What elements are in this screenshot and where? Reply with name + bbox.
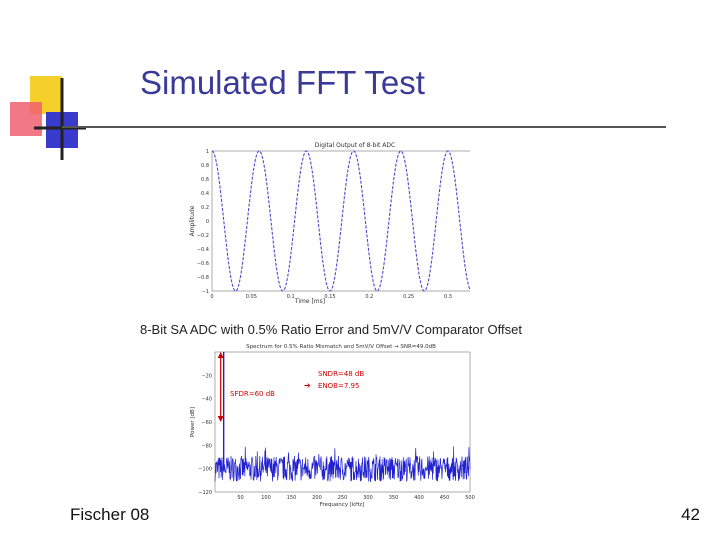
time-chart-sine-line [211,150,470,292]
time-chart-ytick-label: −0.2 [197,233,209,239]
logo-red-square [10,102,42,136]
enob-annotation: ENOB=7.95 [318,382,359,390]
footer-author: Fischer 08 [70,505,150,524]
time-chart-xtick-label: 0.2 [365,294,373,300]
spectrum-ytick-label: −80 [201,443,212,449]
time-chart-ytick-label: 1 [206,149,209,155]
time-chart-ytick-label: 0.4 [201,191,209,197]
spectrum-xtick-label: 450 [440,495,450,501]
spectrum-noise-line [214,446,471,483]
spectrum-ytick-label: −100 [198,467,212,473]
spectrum-ytick-label: −120 [198,490,212,496]
spectrum-xlabel: Frequency [kHz] [320,502,365,508]
time-chart-ytick-label: −0.4 [197,247,209,253]
time-chart-ytick-label: 0.8 [201,163,209,169]
time-chart-title: Digital Output of 8-bit ADC [315,142,395,149]
time-domain-chart: Digital Output of 8-bit ADC 1 0.8 0.6 0.4 0.… [189,142,470,305]
spectrum-chart: Spectrum for 0.5% Ratio Mismatch and 5mV… [190,344,475,508]
spectrum-xtick-label: 300 [363,495,373,501]
spectrum-chart-title: Spectrum for 0.5% Ratio Mismatch and 5mV… [246,344,436,350]
spectrum-ytick-label: −20 [201,373,212,379]
logo-graphic [10,76,86,160]
sfdr-annotation: SFDR=60 dB [230,390,275,398]
time-chart-xtick-label: 0.1 [287,294,295,300]
spectrum-xtick-label: 200 [312,495,322,501]
page-number: 42 [681,505,700,524]
time-chart-xtick-label: 0 [210,294,213,300]
enob-arrow-icon: ➔ [304,381,311,390]
time-chart-plot-frame [211,150,470,292]
slide-title: Simulated FFT Test [140,64,425,101]
time-chart-ytick-label: 0 [206,219,209,225]
time-chart-xtick-label: 0.05 [246,294,257,300]
sfdr-arrow-head-top [217,352,224,358]
spectrum-xtick-label: 150 [287,495,297,501]
time-chart-xtick-label: 0.3 [444,294,452,300]
spectrum-ytick-label: −40 [201,397,212,403]
spectrum-ytick-label: −60 [201,420,212,426]
spectrum-xtick-label: 500 [465,495,475,501]
time-chart-ytick-label: −0.6 [197,261,209,267]
title-divider [62,126,666,128]
sfdr-arrow-head-bottom [217,416,224,422]
time-chart-xtick-label: 0.15 [324,294,335,300]
spectrum-ylabel: Power [dB] [190,407,196,437]
time-chart-ytick-label: 0.2 [201,205,209,211]
time-chart-ytick-label: −0.8 [197,275,209,281]
spectrum-xtick-label: 100 [261,495,271,501]
sndr-annotation: SNDR=48 dB [318,370,364,378]
time-chart-ylabel: Amplitude [189,205,196,236]
time-chart-xlabel: Time [ms] [294,298,325,305]
spectrum-plot-frame [214,351,471,493]
time-chart-ytick-label: 0.6 [201,177,209,183]
spectrum-xtick-label: 50 [237,495,243,501]
time-chart-ytick-label: −1 [202,289,209,295]
chart-caption: 8-Bit SA ADC with 0.5% Ratio Error and 5… [140,322,522,337]
time-chart-xtick-label: 0.25 [403,294,414,300]
spectrum-xtick-label: 350 [389,495,399,501]
spectrum-xtick-label: 250 [338,495,348,501]
spectrum-xtick-label: 400 [414,495,424,501]
